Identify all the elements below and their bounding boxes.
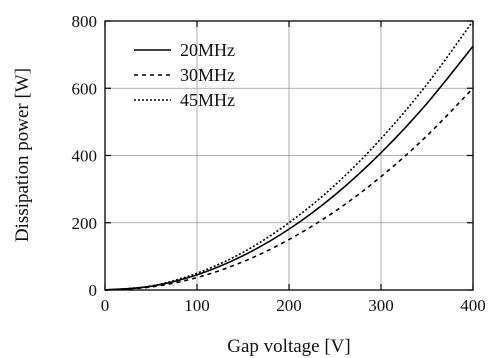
x-tick-label: 0	[101, 296, 110, 315]
x-tick-label: 200	[276, 296, 302, 315]
y-tick-label: 400	[72, 147, 98, 166]
axis-ticks: 0 100 200 300 400 0 200 400 600 800	[72, 12, 486, 315]
x-tick-label: 400	[460, 296, 486, 315]
y-axis-title: Dissipation power [W]	[12, 68, 33, 242]
series-line-45mhz	[104, 20, 474, 291]
legend: 20MHz 30MHz 45MHz	[134, 40, 235, 110]
series-line-30mhz	[104, 87, 474, 291]
legend-label-30mhz: 30MHz	[180, 65, 235, 85]
x-tick-label: 300	[368, 296, 394, 315]
legend-label-45mhz: 45MHz	[180, 90, 235, 110]
y-tick-label: 600	[72, 79, 98, 98]
y-tick-label: 200	[72, 214, 98, 233]
grid-lines	[105, 21, 473, 290]
x-tick-label: 100	[184, 296, 210, 315]
series-lines	[104, 20, 474, 291]
y-tick-label: 0	[89, 281, 98, 300]
x-axis-title: Gap voltage [V]	[227, 336, 350, 357]
y-tick-label: 800	[72, 12, 98, 31]
legend-label-20mhz: 20MHz	[180, 40, 235, 60]
